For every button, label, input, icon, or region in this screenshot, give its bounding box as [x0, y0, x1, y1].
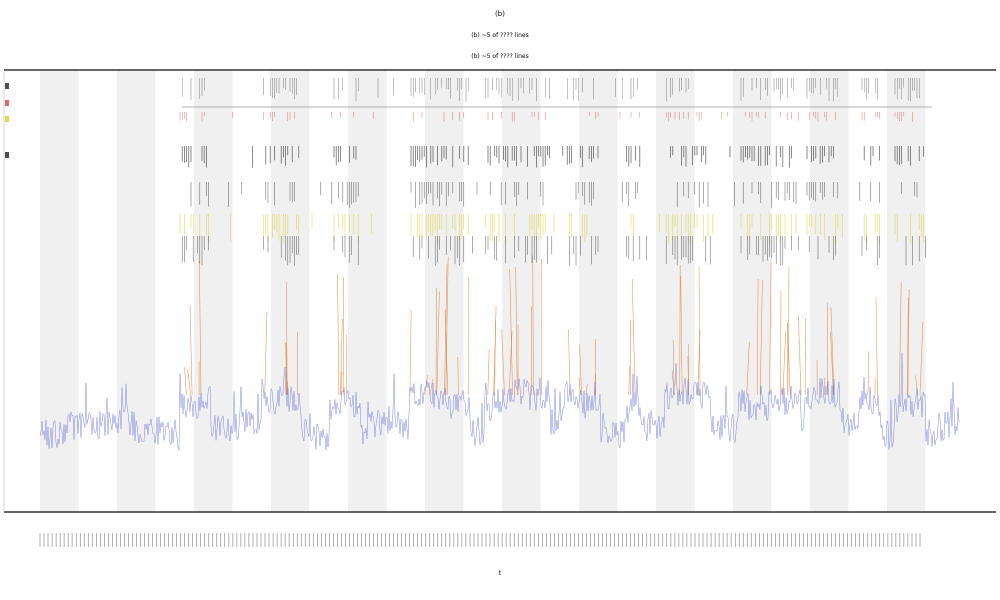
shaded-band [40, 70, 79, 512]
spike [679, 264, 681, 396]
shaded-bands [40, 70, 926, 512]
spike [429, 379, 434, 396]
spike [769, 261, 772, 396]
spike [501, 329, 505, 396]
spike [445, 256, 449, 396]
spike [746, 341, 750, 396]
shaded-band [117, 70, 156, 512]
shaded-band [502, 70, 541, 512]
spike [919, 321, 924, 396]
spike [199, 260, 202, 396]
spike [187, 368, 191, 396]
chart-subtitle-1: (b) ~5 of ???? lines [471, 32, 528, 39]
spike [672, 339, 675, 396]
x-tick-labels [39, 533, 921, 547]
spike [798, 315, 802, 396]
spike [875, 297, 878, 396]
spike [698, 266, 701, 396]
spike [340, 318, 343, 396]
shaded-band [348, 70, 387, 512]
legend [5, 83, 9, 158]
chart-title: (b) [495, 10, 505, 18]
spike [532, 255, 534, 396]
spike [906, 297, 909, 396]
spike [467, 277, 470, 396]
baseline-series [39, 352, 961, 451]
spike [509, 268, 513, 396]
shaded-band [810, 70, 849, 512]
baseline-line [39, 352, 961, 451]
chart-subtitle-2: (b) ~5 of ???? lines [471, 53, 528, 60]
spike [628, 366, 630, 396]
spike [568, 329, 571, 396]
x-axis-label: t [499, 570, 502, 577]
spike [264, 311, 268, 396]
legend-swatch [5, 83, 9, 89]
spike [493, 305, 497, 396]
spike [436, 291, 440, 396]
spike [804, 317, 806, 396]
spike [579, 344, 582, 396]
shaded-band [733, 70, 772, 512]
shaded-band [579, 70, 618, 512]
spike [631, 279, 636, 396]
spike [756, 278, 759, 396]
spike [345, 334, 348, 396]
spike [184, 367, 187, 396]
spike [787, 266, 790, 396]
spike [487, 349, 490, 396]
spike [409, 310, 412, 396]
spike [457, 357, 459, 396]
spike [671, 370, 675, 396]
spike [830, 332, 834, 396]
shaded-band [656, 70, 695, 512]
event-ticks [179, 78, 927, 266]
spike [585, 383, 588, 396]
spike [907, 288, 910, 396]
spike [515, 266, 518, 396]
axes [3, 69, 996, 513]
spike [830, 307, 835, 396]
spike [787, 322, 791, 396]
spike [867, 351, 870, 396]
spike [340, 371, 343, 396]
shaded-band [425, 70, 464, 512]
shaded-band [271, 70, 310, 512]
spike [899, 282, 902, 396]
spike [782, 332, 786, 396]
legend-swatch [5, 152, 9, 158]
spike [780, 290, 782, 396]
legend-swatch [5, 116, 9, 122]
spike [337, 273, 340, 396]
legend-swatch [5, 100, 9, 106]
spike [759, 279, 763, 396]
spike [680, 275, 683, 396]
spike-series [184, 255, 924, 396]
spike [444, 263, 448, 396]
spike [286, 281, 288, 396]
spike [189, 305, 193, 396]
